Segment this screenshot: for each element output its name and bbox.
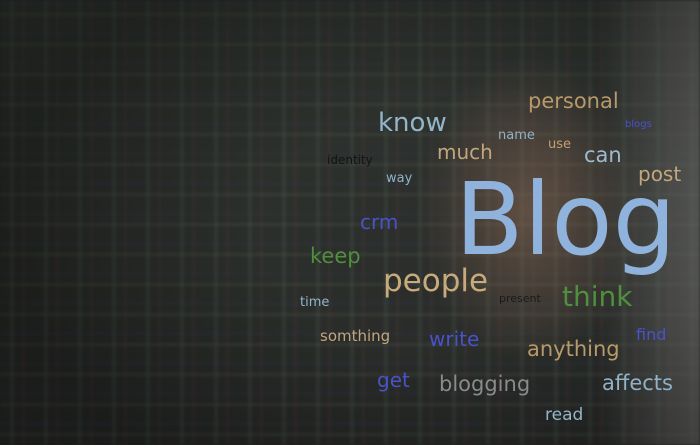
word-think: think — [562, 280, 633, 313]
word-somthing: somthing — [320, 327, 391, 345]
word-people: people — [383, 263, 489, 299]
word-blogs: blogs — [625, 119, 652, 130]
word-anything: anything — [527, 337, 620, 361]
word-keep: keep — [310, 244, 361, 268]
word-present: present — [499, 292, 541, 305]
word-crm: crm — [360, 210, 399, 234]
word-find: find — [636, 325, 667, 344]
word-identity: identity — [327, 153, 373, 167]
word-read: read — [545, 405, 584, 425]
word-much: much — [437, 140, 493, 164]
word-post: post — [638, 162, 682, 186]
word-way: way — [386, 171, 413, 186]
word-blog: Blog — [455, 161, 677, 278]
word-personal: personal — [528, 89, 619, 113]
word-write: write — [429, 327, 480, 351]
word-know: know — [378, 108, 447, 138]
word-get: get — [377, 368, 410, 392]
word-name: name — [498, 128, 535, 143]
word-affects: affects — [602, 371, 673, 395]
word-use: use — [548, 137, 572, 152]
word-time: time — [300, 295, 330, 310]
word-blogging: blogging — [439, 372, 531, 396]
word-can: can — [584, 143, 622, 167]
